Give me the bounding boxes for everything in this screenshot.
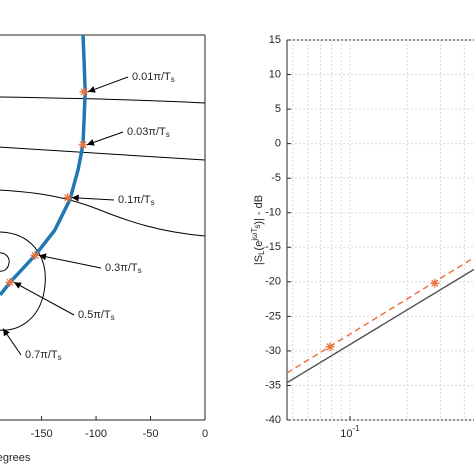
- tick-base: -150: [31, 428, 53, 440]
- annotation-text: 0.7π/T: [25, 349, 58, 361]
- y-tick-label: -15: [265, 241, 281, 253]
- marker: [5, 277, 15, 287]
- annotation-sub: s: [138, 266, 142, 275]
- label-part: s: [253, 225, 262, 229]
- y-tick-label: -25: [265, 310, 281, 322]
- annotation: 0.1π/Ts: [118, 194, 155, 207]
- x-tick-label: 0: [202, 428, 208, 440]
- y-tick-label: 5: [275, 103, 281, 115]
- marker: [30, 250, 40, 260]
- y-tick-label: -10: [265, 207, 281, 219]
- x-tick-label: 10-1: [340, 424, 360, 440]
- annotation-text: 0.5π/T: [78, 309, 111, 321]
- y-tick-label: 10: [269, 68, 281, 80]
- y-tick-label: -5: [271, 172, 281, 184]
- annotation-text: 0.3π/T: [105, 262, 138, 274]
- annotation-sub: s: [166, 130, 170, 139]
- y-tick-label: -40: [265, 414, 281, 426]
- y-tick-label: -30: [265, 345, 281, 357]
- y-tick-label: 0: [275, 138, 281, 150]
- annotation-sub: s: [171, 75, 175, 84]
- marker: [63, 193, 73, 203]
- annotation-sub: s: [111, 313, 115, 322]
- annotation-arrow: [13, 281, 75, 316]
- annotation-sub: s: [151, 198, 155, 207]
- y-axis-label: |SL(ejωTs)| - dB: [250, 195, 266, 265]
- plot-area: [0, 35, 89, 296]
- label-part: |S: [253, 255, 265, 265]
- marker: [78, 140, 88, 150]
- annotation-arrow: [86, 131, 124, 146]
- x-tick-label: -150: [31, 428, 53, 440]
- annotation-arrow: [71, 194, 115, 202]
- tick-exponent: -1: [353, 424, 361, 433]
- tick-base: -100: [85, 428, 107, 440]
- left-axes: [0, 34, 206, 421]
- annotation-text: 0.01π/T: [132, 71, 171, 83]
- tick-base: 10: [340, 428, 352, 440]
- m-contours: [0, 96, 205, 331]
- line: [0, 35, 87, 296]
- tick-base: -50: [143, 428, 159, 440]
- label-part: )| - dB: [253, 195, 265, 225]
- right-axes: [286, 39, 474, 421]
- annotation: 0.7π/Ts: [25, 349, 62, 362]
- label-part: L: [257, 250, 266, 255]
- y-tick-label: -35: [265, 379, 281, 391]
- annotation-text: 0.1π/T: [118, 194, 151, 206]
- annotation-arrow: [38, 253, 102, 269]
- annotation: 0.5π/Ts: [78, 309, 115, 322]
- plot-area: [287, 257, 474, 384]
- tick-base: 0: [202, 428, 208, 440]
- annotation-arrow: [87, 76, 129, 93]
- label-part: (e: [253, 241, 265, 251]
- line: [287, 257, 474, 374]
- marker: [430, 278, 440, 288]
- x-axis-label: Phase - degrees: [0, 452, 31, 464]
- annotation: 0.01π/Ts: [132, 71, 175, 84]
- annotation-arrow: [2, 328, 22, 356]
- annotation: 0.03π/Ts: [127, 126, 170, 139]
- annotation: 0.3π/Ts: [105, 262, 142, 275]
- x-tick-label: -50: [143, 428, 159, 440]
- y-tick-label: -20: [265, 276, 281, 288]
- x-tick-label: -100: [85, 428, 107, 440]
- marker: [79, 87, 89, 97]
- marker: [325, 342, 335, 352]
- annotation-sub: s: [58, 353, 62, 362]
- label-part: jωT: [250, 228, 259, 242]
- line: [287, 268, 474, 384]
- y-tick-label: 15: [269, 34, 281, 46]
- annotation-text: 0.03π/T: [127, 126, 166, 138]
